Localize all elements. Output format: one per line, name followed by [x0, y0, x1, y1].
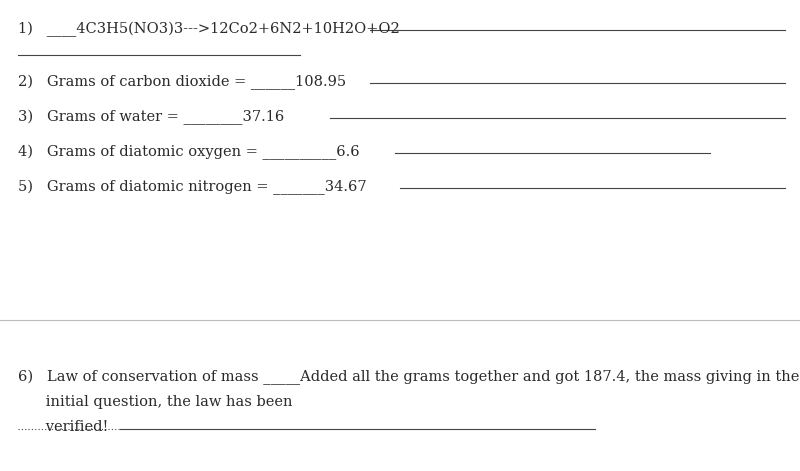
- Text: 3)   Grams of water = ________37.16: 3) Grams of water = ________37.16: [18, 110, 284, 125]
- Text: initial question, the law has been: initial question, the law has been: [18, 395, 293, 409]
- Text: 6)   Law of conservation of mass _____Added all the grams together and got 187.4: 6) Law of conservation of mass _____Adde…: [18, 370, 799, 385]
- Text: 4)   Grams of diatomic oxygen = __________6.6: 4) Grams of diatomic oxygen = __________…: [18, 145, 360, 160]
- Text: 2)   Grams of carbon dioxide = ______108.95: 2) Grams of carbon dioxide = ______108.9…: [18, 75, 346, 90]
- Text: verified!: verified!: [18, 420, 108, 434]
- Text: 5)   Grams of diatomic nitrogen = _______34.67: 5) Grams of diatomic nitrogen = _______3…: [18, 180, 366, 195]
- Text: 1)   ____4C3H5(NO3)3--->12Co2+6N2+10H2O+O2: 1) ____4C3H5(NO3)3--->12Co2+6N2+10H2O+O2: [18, 22, 400, 37]
